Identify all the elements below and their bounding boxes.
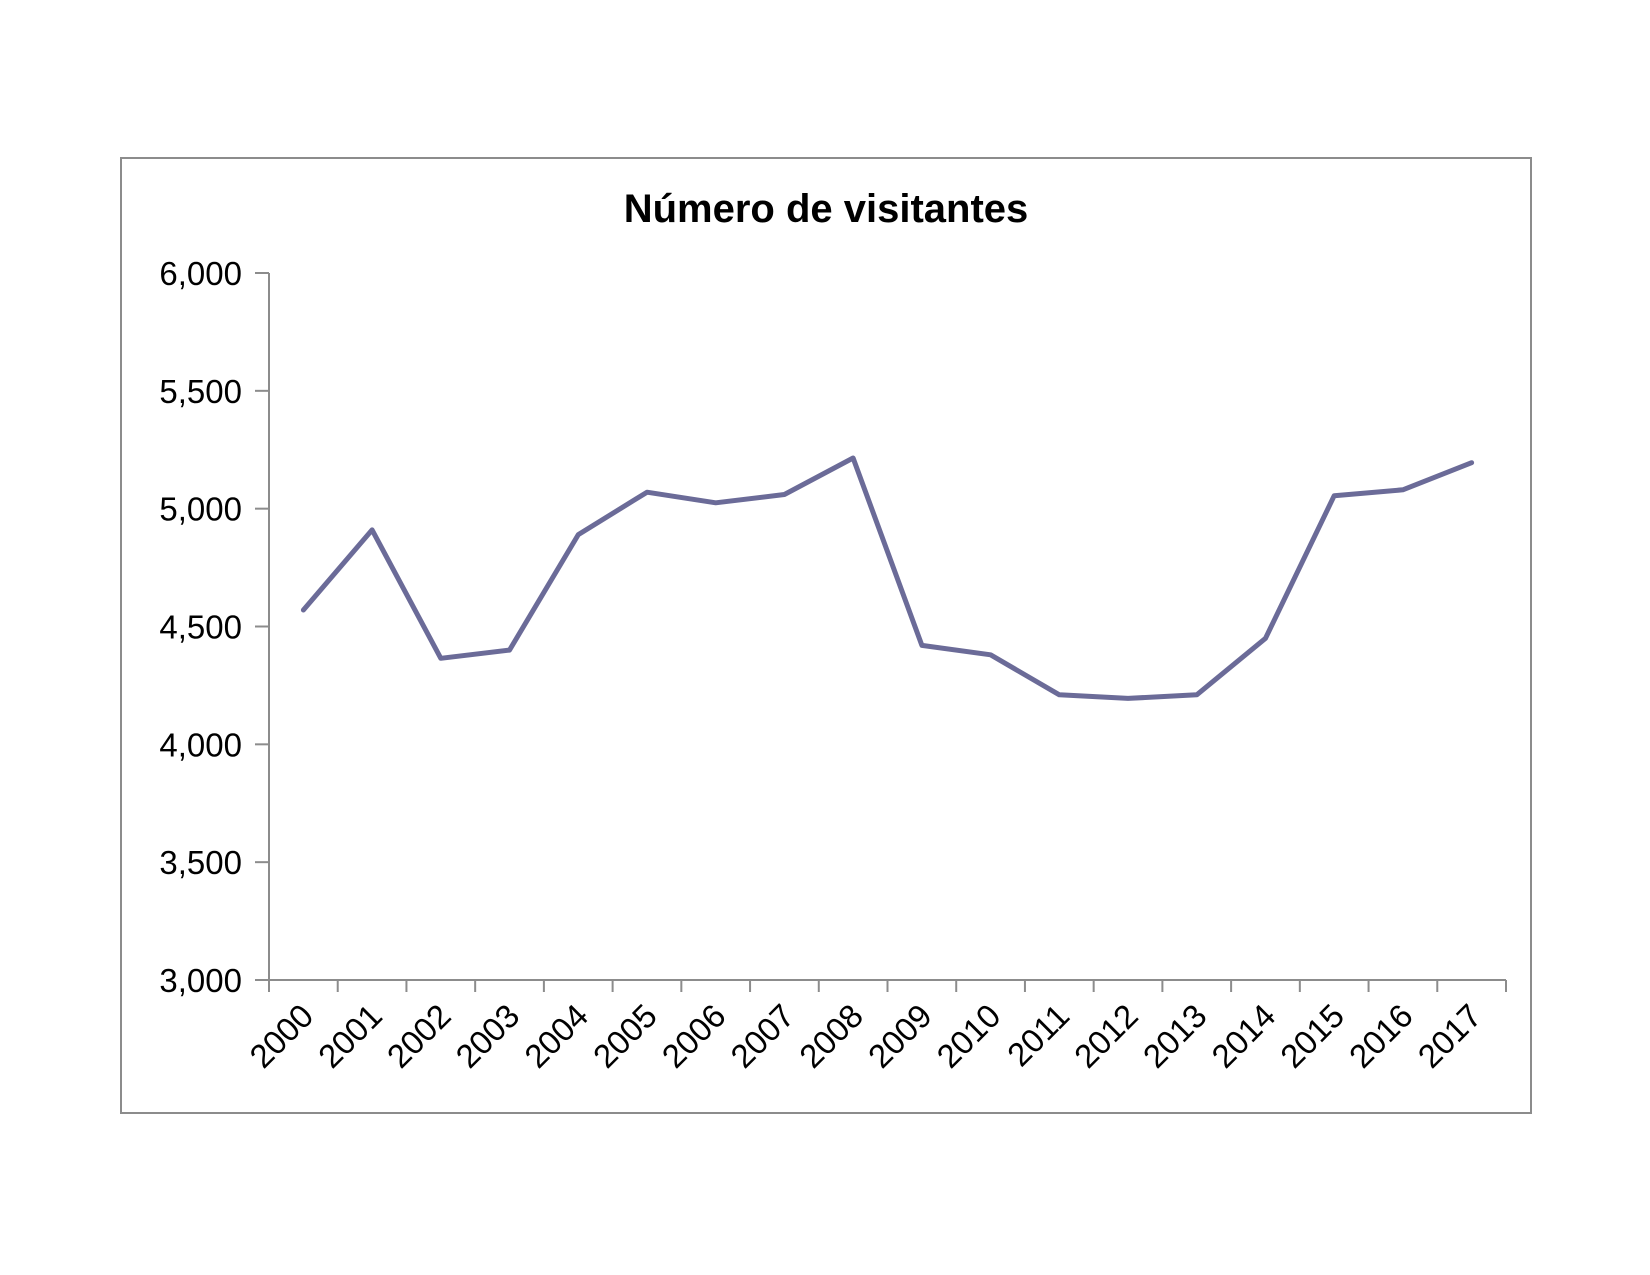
- y-tick-label: 3,500: [159, 844, 242, 881]
- series-line: [300, 455, 1475, 701]
- series-layer: [300, 455, 1475, 701]
- y-axis: 3,000 3,500 4,000 4,500 5,000 5,500 6,000: [159, 255, 270, 999]
- y-tick-label: 5,500: [159, 373, 242, 410]
- y-tick-label: 3,000: [159, 962, 242, 999]
- y-tick-label: 4,000: [159, 726, 242, 763]
- chart-title: Número de visitantes: [624, 187, 1029, 231]
- chart-frame: [120, 157, 1532, 1114]
- y-tick-label: 5,000: [159, 491, 242, 528]
- y-tick-label: 4,500: [159, 609, 242, 646]
- y-tick-label: 6,000: [159, 255, 242, 292]
